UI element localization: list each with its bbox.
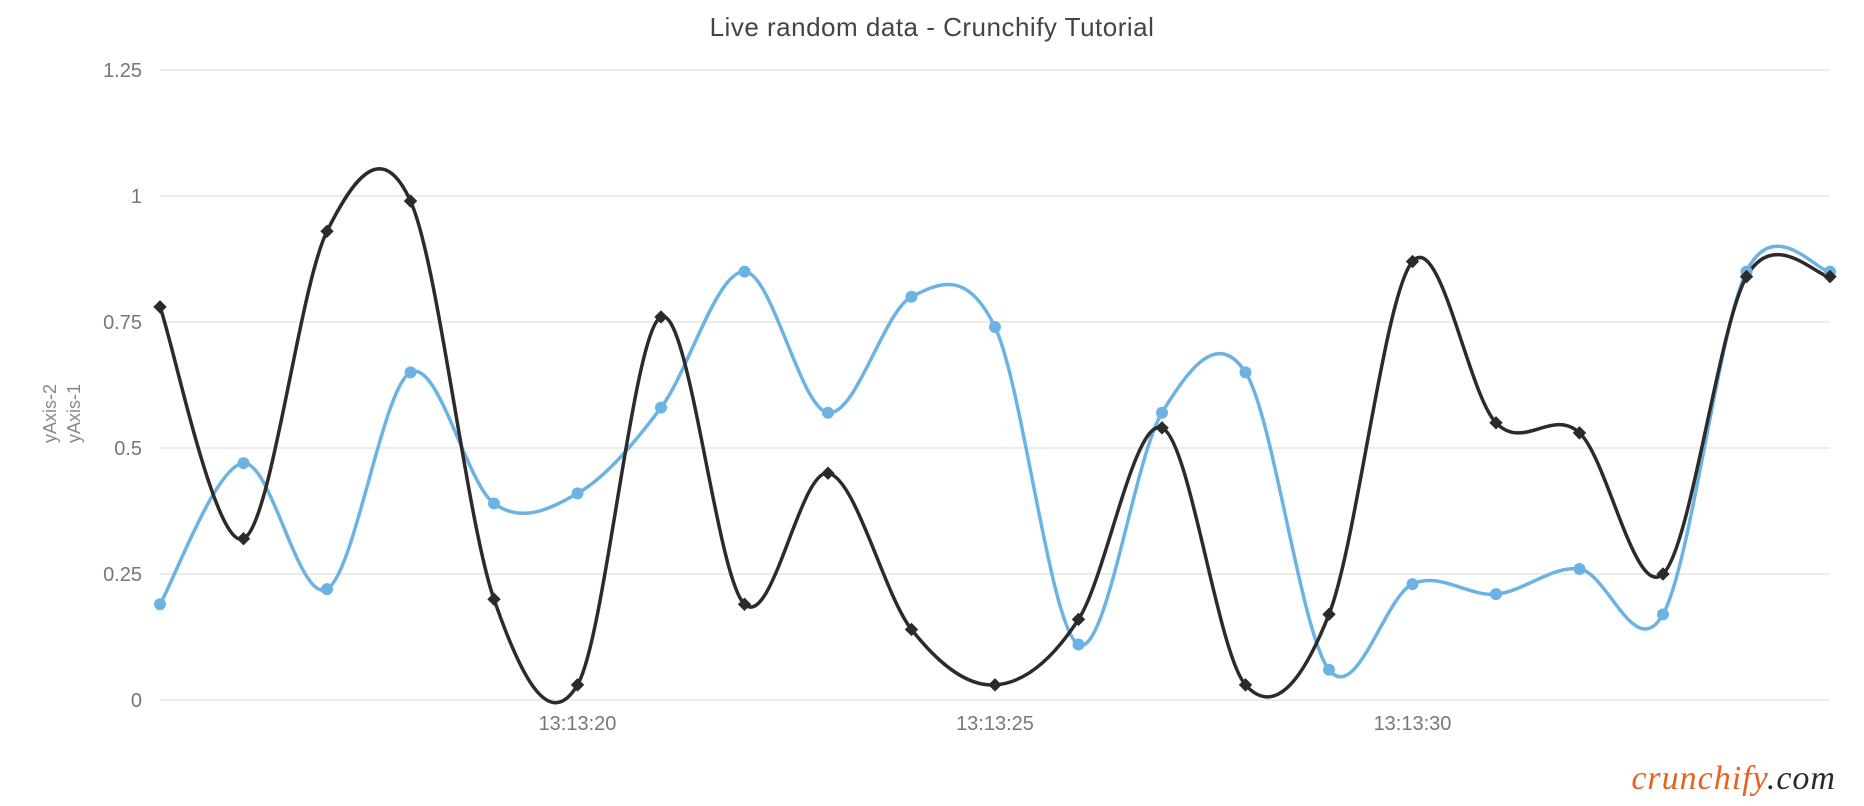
data-point[interactable]: [656, 402, 667, 413]
data-point[interactable]: [489, 498, 500, 509]
data-point[interactable]: [822, 467, 834, 479]
data-point[interactable]: [1574, 563, 1585, 574]
svg-text:13:13:25: 13:13:25: [956, 713, 1034, 735]
data-point[interactable]: [238, 458, 249, 469]
svg-text:0.25: 0.25: [103, 564, 142, 586]
data-point[interactable]: [823, 407, 834, 418]
line-chart: 0 0.25 0.5 0.75 1 1.25 13:13:20 13:13:25 13:13:3…: [0, 0, 1864, 806]
svg-text:0.5: 0.5: [114, 438, 142, 460]
svg-text:13:13:20: 13:13:20: [539, 713, 617, 735]
data-point[interactable]: [488, 593, 500, 605]
data-point[interactable]: [405, 367, 416, 378]
data-point[interactable]: [322, 584, 333, 595]
data-point[interactable]: [321, 225, 333, 237]
data-point[interactable]: [572, 488, 583, 499]
series-line-series-blue: [160, 246, 1830, 677]
data-point[interactable]: [1073, 639, 1084, 650]
svg-text:1.25: 1.25: [103, 60, 142, 82]
svg-text:0: 0: [131, 690, 142, 712]
svg-text:0.75: 0.75: [103, 312, 142, 334]
data-point[interactable]: [1324, 664, 1335, 675]
svg-text:1: 1: [131, 186, 142, 208]
brand-watermark: crunchify.com: [1631, 760, 1836, 798]
svg-text:13:13:30: 13:13:30: [1374, 713, 1452, 735]
data-point[interactable]: [906, 291, 917, 302]
data-point[interactable]: [739, 266, 750, 277]
data-point[interactable]: [1658, 609, 1669, 620]
data-point[interactable]: [1240, 367, 1251, 378]
brand-part-2: .com: [1767, 760, 1836, 797]
chart-container: Live random data - Crunchify Tutorial yA…: [0, 0, 1864, 806]
data-point[interactable]: [990, 322, 1001, 333]
data-point[interactable]: [405, 195, 417, 207]
data-point[interactable]: [1157, 407, 1168, 418]
data-point[interactable]: [989, 679, 1001, 691]
data-point[interactable]: [1407, 579, 1418, 590]
data-point[interactable]: [1491, 589, 1502, 600]
data-point[interactable]: [1323, 608, 1335, 620]
data-point[interactable]: [155, 599, 166, 610]
data-point[interactable]: [154, 301, 166, 313]
brand-part-1: crunchify: [1631, 760, 1767, 797]
